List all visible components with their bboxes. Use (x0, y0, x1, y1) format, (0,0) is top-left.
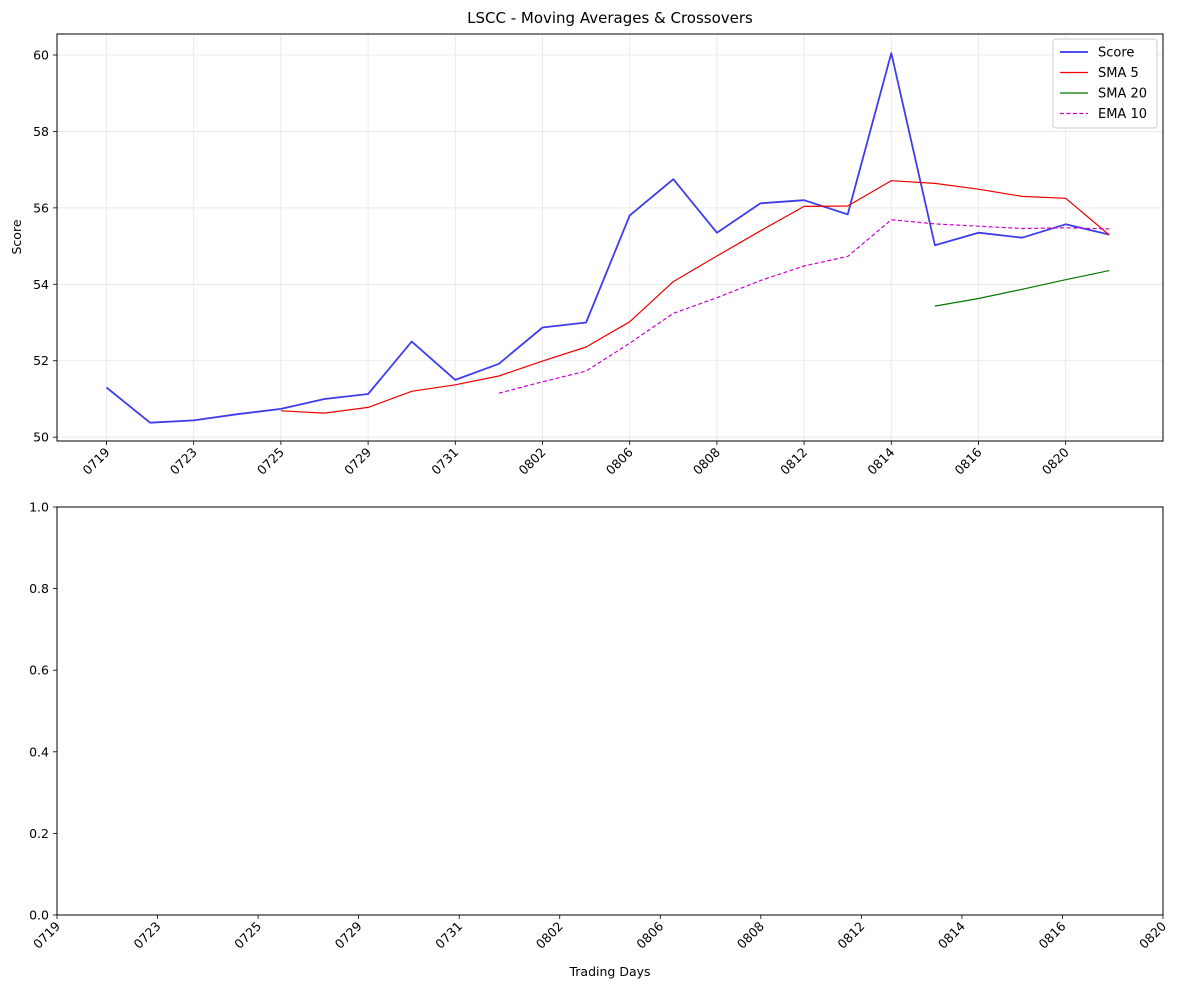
x-tick-label: 0723 (131, 919, 164, 952)
x-tick-label: 0816 (952, 444, 985, 477)
x-tick-label: 0808 (734, 918, 767, 951)
legend-label: Score (1098, 46, 1134, 61)
x-tick-label: 0820 (1136, 918, 1169, 951)
x-tick-label: 0729 (332, 918, 365, 951)
series-lines (105, 52, 1110, 424)
x-tick-label: 0812 (777, 445, 810, 478)
x-tick-label: 0820 (1039, 444, 1072, 477)
x-tick-label: 0814 (935, 918, 968, 951)
y-ticks: 50 52 54 56 58 60 (33, 48, 57, 445)
x-tick-label: 0719 (80, 444, 113, 477)
y-tick-label: 58 (33, 124, 49, 139)
y-tick-label: 56 (33, 200, 49, 215)
plot-frame (56, 506, 1164, 916)
x-tick-label: 0814 (864, 444, 897, 477)
y-tick-label: 1.0 (29, 500, 49, 515)
series-line-score (105, 52, 1110, 424)
x-ticks: 0719 0723 0725 0729 0731 0802 0806 0808 0812 0814… (30, 915, 1169, 952)
y-axis-label: Score (9, 219, 24, 254)
x-tick-label: 0816 (1035, 918, 1068, 951)
y-tick-label: 0.2 (29, 826, 49, 841)
series-line-sma-20 (934, 270, 1110, 307)
y-tick-label: 0.8 (29, 581, 49, 596)
y-tick-label: 0.4 (29, 744, 49, 759)
plot-frame (56, 33, 1164, 442)
x-tick-label: 0729 (341, 444, 374, 477)
y-ticks: 0.0 0.2 0.4 0.6 0.8 1.0 (29, 500, 57, 923)
x-ticks: 0719 0723 0725 0729 0731 0802 0806 0808 0812 0814… (80, 441, 1072, 478)
chart-title: LSCC - Moving Averages & Crossovers (467, 9, 753, 27)
y-tick-label: 54 (33, 277, 49, 292)
series-line-sma-5 (280, 180, 1110, 414)
x-tick-label: 0802 (533, 919, 566, 952)
x-tick-label: 0725 (231, 919, 264, 952)
y-tick-label: 60 (33, 48, 49, 63)
legend: Score SMA 5 SMA 20 EMA 10 (1052, 38, 1158, 129)
x-tick-label: 0808 (690, 444, 723, 477)
legend-label: SMA 20 (1098, 87, 1147, 102)
moving-averages-chart: LSCC - Moving Averages & Crossovers 50 52… (9, 9, 1164, 478)
legend-label: EMA 10 (1098, 107, 1147, 122)
x-tick-label: 0723 (167, 445, 200, 478)
y-tick-label: 0.0 (29, 908, 49, 923)
x-tick-label: 0731 (428, 445, 461, 478)
x-tick-label: 0812 (834, 919, 867, 952)
x-tick-label: 0802 (516, 445, 549, 478)
x-axis-label: Trading Days (568, 964, 650, 979)
x-tick-label: 0731 (432, 919, 465, 952)
x-tick-label: 0719 (30, 918, 63, 951)
x-tick-label: 0725 (254, 445, 287, 478)
legend-label: SMA 5 (1098, 66, 1139, 81)
legend-box (1052, 38, 1158, 129)
y-tick-label: 0.6 (29, 663, 49, 678)
series-line-ema-10 (498, 219, 1110, 394)
y-tick-label: 50 (33, 430, 49, 445)
x-tick-label: 0806 (603, 444, 636, 477)
x-tick-label: 0806 (633, 918, 666, 951)
empty-chart: 0.00.20.40.60.81.0 0719 0723 0725 0729 0731 0… (29, 500, 1169, 980)
y-tick-label: 52 (33, 353, 49, 368)
grid (57, 34, 1163, 441)
